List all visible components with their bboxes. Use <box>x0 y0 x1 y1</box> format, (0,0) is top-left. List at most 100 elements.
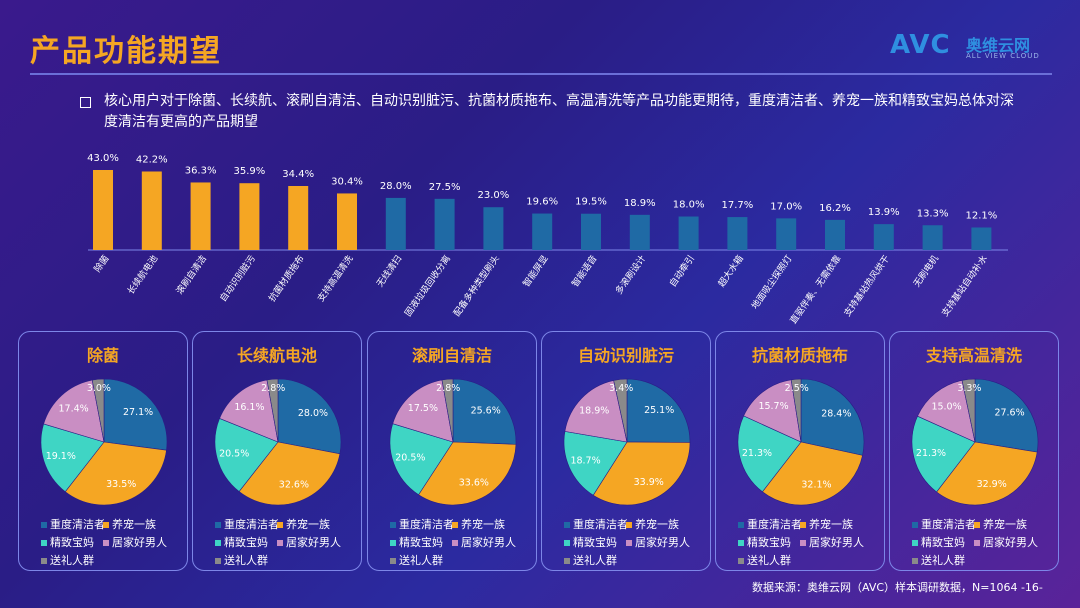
pie-slice <box>564 380 628 443</box>
legend-item: 送礼人群 <box>738 552 791 568</box>
legend-item: 居家好男人 <box>277 534 341 550</box>
bar <box>678 216 699 250</box>
bar-value-label: 23.0% <box>478 190 510 201</box>
legend-swatch <box>41 540 47 546</box>
pie-value-label: 19.1% <box>46 451 76 462</box>
legend-swatch <box>452 540 458 546</box>
legend-label: 养宠一族 <box>983 518 1027 531</box>
legend-item: 养宠一族 <box>974 516 1027 532</box>
bar <box>288 186 309 250</box>
pie-value-label: 20.5% <box>219 449 249 460</box>
bar-value-label: 30.4% <box>331 176 363 187</box>
legend-swatch <box>564 540 570 546</box>
pie-value-label: 33.6% <box>459 477 489 488</box>
legend-item: 送礼人群 <box>912 552 965 568</box>
bar-category-label: 智能语音 <box>569 253 599 289</box>
bar-category-label: 自动牵引 <box>667 253 697 289</box>
legend-item: 养宠一族 <box>626 516 679 532</box>
legend-item: 居家好男人 <box>974 534 1038 550</box>
legend-item: 居家好男人 <box>800 534 864 550</box>
legend-label: 居家好男人 <box>983 536 1038 549</box>
legend-label: 养宠一族 <box>112 518 156 531</box>
legend-item: 送礼人群 <box>41 552 94 568</box>
legend-item: 重度清洁者 <box>41 516 105 532</box>
legend-label: 送礼人群 <box>224 554 268 567</box>
legend-label: 重度清洁者 <box>399 518 454 531</box>
legend-label: 居家好男人 <box>809 536 864 549</box>
legend-label: 精致宝妈 <box>399 536 443 549</box>
bar <box>727 217 748 250</box>
legend-item: 重度清洁者 <box>564 516 628 532</box>
legend-label: 重度清洁者 <box>573 518 628 531</box>
pie-slice <box>277 378 342 455</box>
header-divider <box>30 73 1052 75</box>
bar-value-label: 18.0% <box>673 200 705 211</box>
pie-value-label: 27.6% <box>994 408 1024 419</box>
bar-value-label: 35.9% <box>234 166 266 177</box>
legend-swatch <box>103 540 109 546</box>
pie-slice <box>961 378 976 443</box>
legend-item: 重度清洁者 <box>390 516 454 532</box>
pie-value-label: 2.8% <box>261 383 285 394</box>
bar-value-label: 12.1% <box>966 210 998 221</box>
pie-card-1: 除菌 27.1% 33.5% 19.1% 17.4% 3.0% 重度清洁者 养宠一族 精致宝… <box>18 331 188 571</box>
legend-label: 精致宝妈 <box>921 536 965 549</box>
legend-item: 送礼人群 <box>390 552 443 568</box>
bar <box>581 213 601 250</box>
pie-slice <box>452 378 517 445</box>
pie-slice <box>91 378 105 443</box>
legend-label: 养宠一族 <box>286 518 330 531</box>
legend-label: 居家好男人 <box>112 536 167 549</box>
pie-slice <box>40 423 105 493</box>
legend-item: 居家好男人 <box>103 534 167 550</box>
bar <box>825 219 845 250</box>
bar-category-label: 多滚刷设计 <box>613 253 649 297</box>
bar-category-label: 支持高温清洗 <box>315 253 356 304</box>
bar-value-label: 28.0% <box>380 181 412 192</box>
pie-value-label: 21.3% <box>916 448 946 459</box>
legend-swatch <box>41 522 47 528</box>
pie-card-3: 滚刷自清洁 25.6% 33.6% 20.5% 17.5% 2.8% 重度清洁者 养宠一族… <box>367 331 537 571</box>
legend-item: 居家好男人 <box>626 534 690 550</box>
legend-item: 精致宝妈 <box>41 534 94 550</box>
legend-swatch <box>41 558 47 564</box>
pie-card-title: 长续航电池 <box>236 346 317 365</box>
legend-swatch <box>738 558 744 564</box>
legend-label: 居家好男人 <box>286 536 341 549</box>
legend-swatch <box>215 540 221 546</box>
pie-slice <box>592 441 691 506</box>
legend-swatch <box>974 522 980 528</box>
data-source-note: 数据来源：奥维云网（AVC）样本调研数据，N=1064 -16- <box>752 581 1043 594</box>
pie-slice <box>392 379 454 443</box>
bar <box>93 170 113 250</box>
legend-item: 养宠一族 <box>277 516 330 532</box>
pie-slice <box>626 378 691 443</box>
legend-label: 重度清洁者 <box>224 518 279 531</box>
legend-item: 精致宝妈 <box>738 534 791 550</box>
pie-slice <box>103 378 168 451</box>
legend-label: 精致宝妈 <box>573 536 617 549</box>
legend-swatch <box>564 558 570 564</box>
bar-category-label: 无线清扫 <box>374 253 404 289</box>
page-title: 产品功能期望 <box>30 34 222 69</box>
bar-category-label: 地面吸尘探照灯 <box>749 253 795 312</box>
legend-swatch <box>277 522 283 528</box>
pie-chart: 27.1% 33.5% 19.1% 17.4% 3.0% <box>40 378 168 506</box>
bar-category-label: 支持基站热风烘干 <box>841 253 892 319</box>
pie-slice <box>800 378 865 456</box>
legend-label: 送礼人群 <box>573 554 617 567</box>
pie-chart: 27.6% 32.9% 21.3% 15.0% 3.3% <box>911 378 1039 506</box>
bar <box>141 171 162 250</box>
bar <box>922 225 943 250</box>
pie-slice <box>219 379 279 443</box>
legend-item: 居家好男人 <box>452 534 516 550</box>
bar-value-label: 16.2% <box>819 203 851 214</box>
feature-bar-chart: 43.0% 除菌 42.2% 长续航电池 36.3% 滚刷自清洁 35.9% 自动识别脏污 34… <box>87 153 1008 326</box>
legend-swatch <box>800 522 806 528</box>
bar <box>776 218 797 250</box>
pie-value-label: 33.5% <box>106 479 136 490</box>
pie-value-label: 18.7% <box>570 455 600 466</box>
legend-swatch <box>390 540 396 546</box>
legend-swatch <box>390 558 396 564</box>
legend-item: 送礼人群 <box>215 552 268 568</box>
